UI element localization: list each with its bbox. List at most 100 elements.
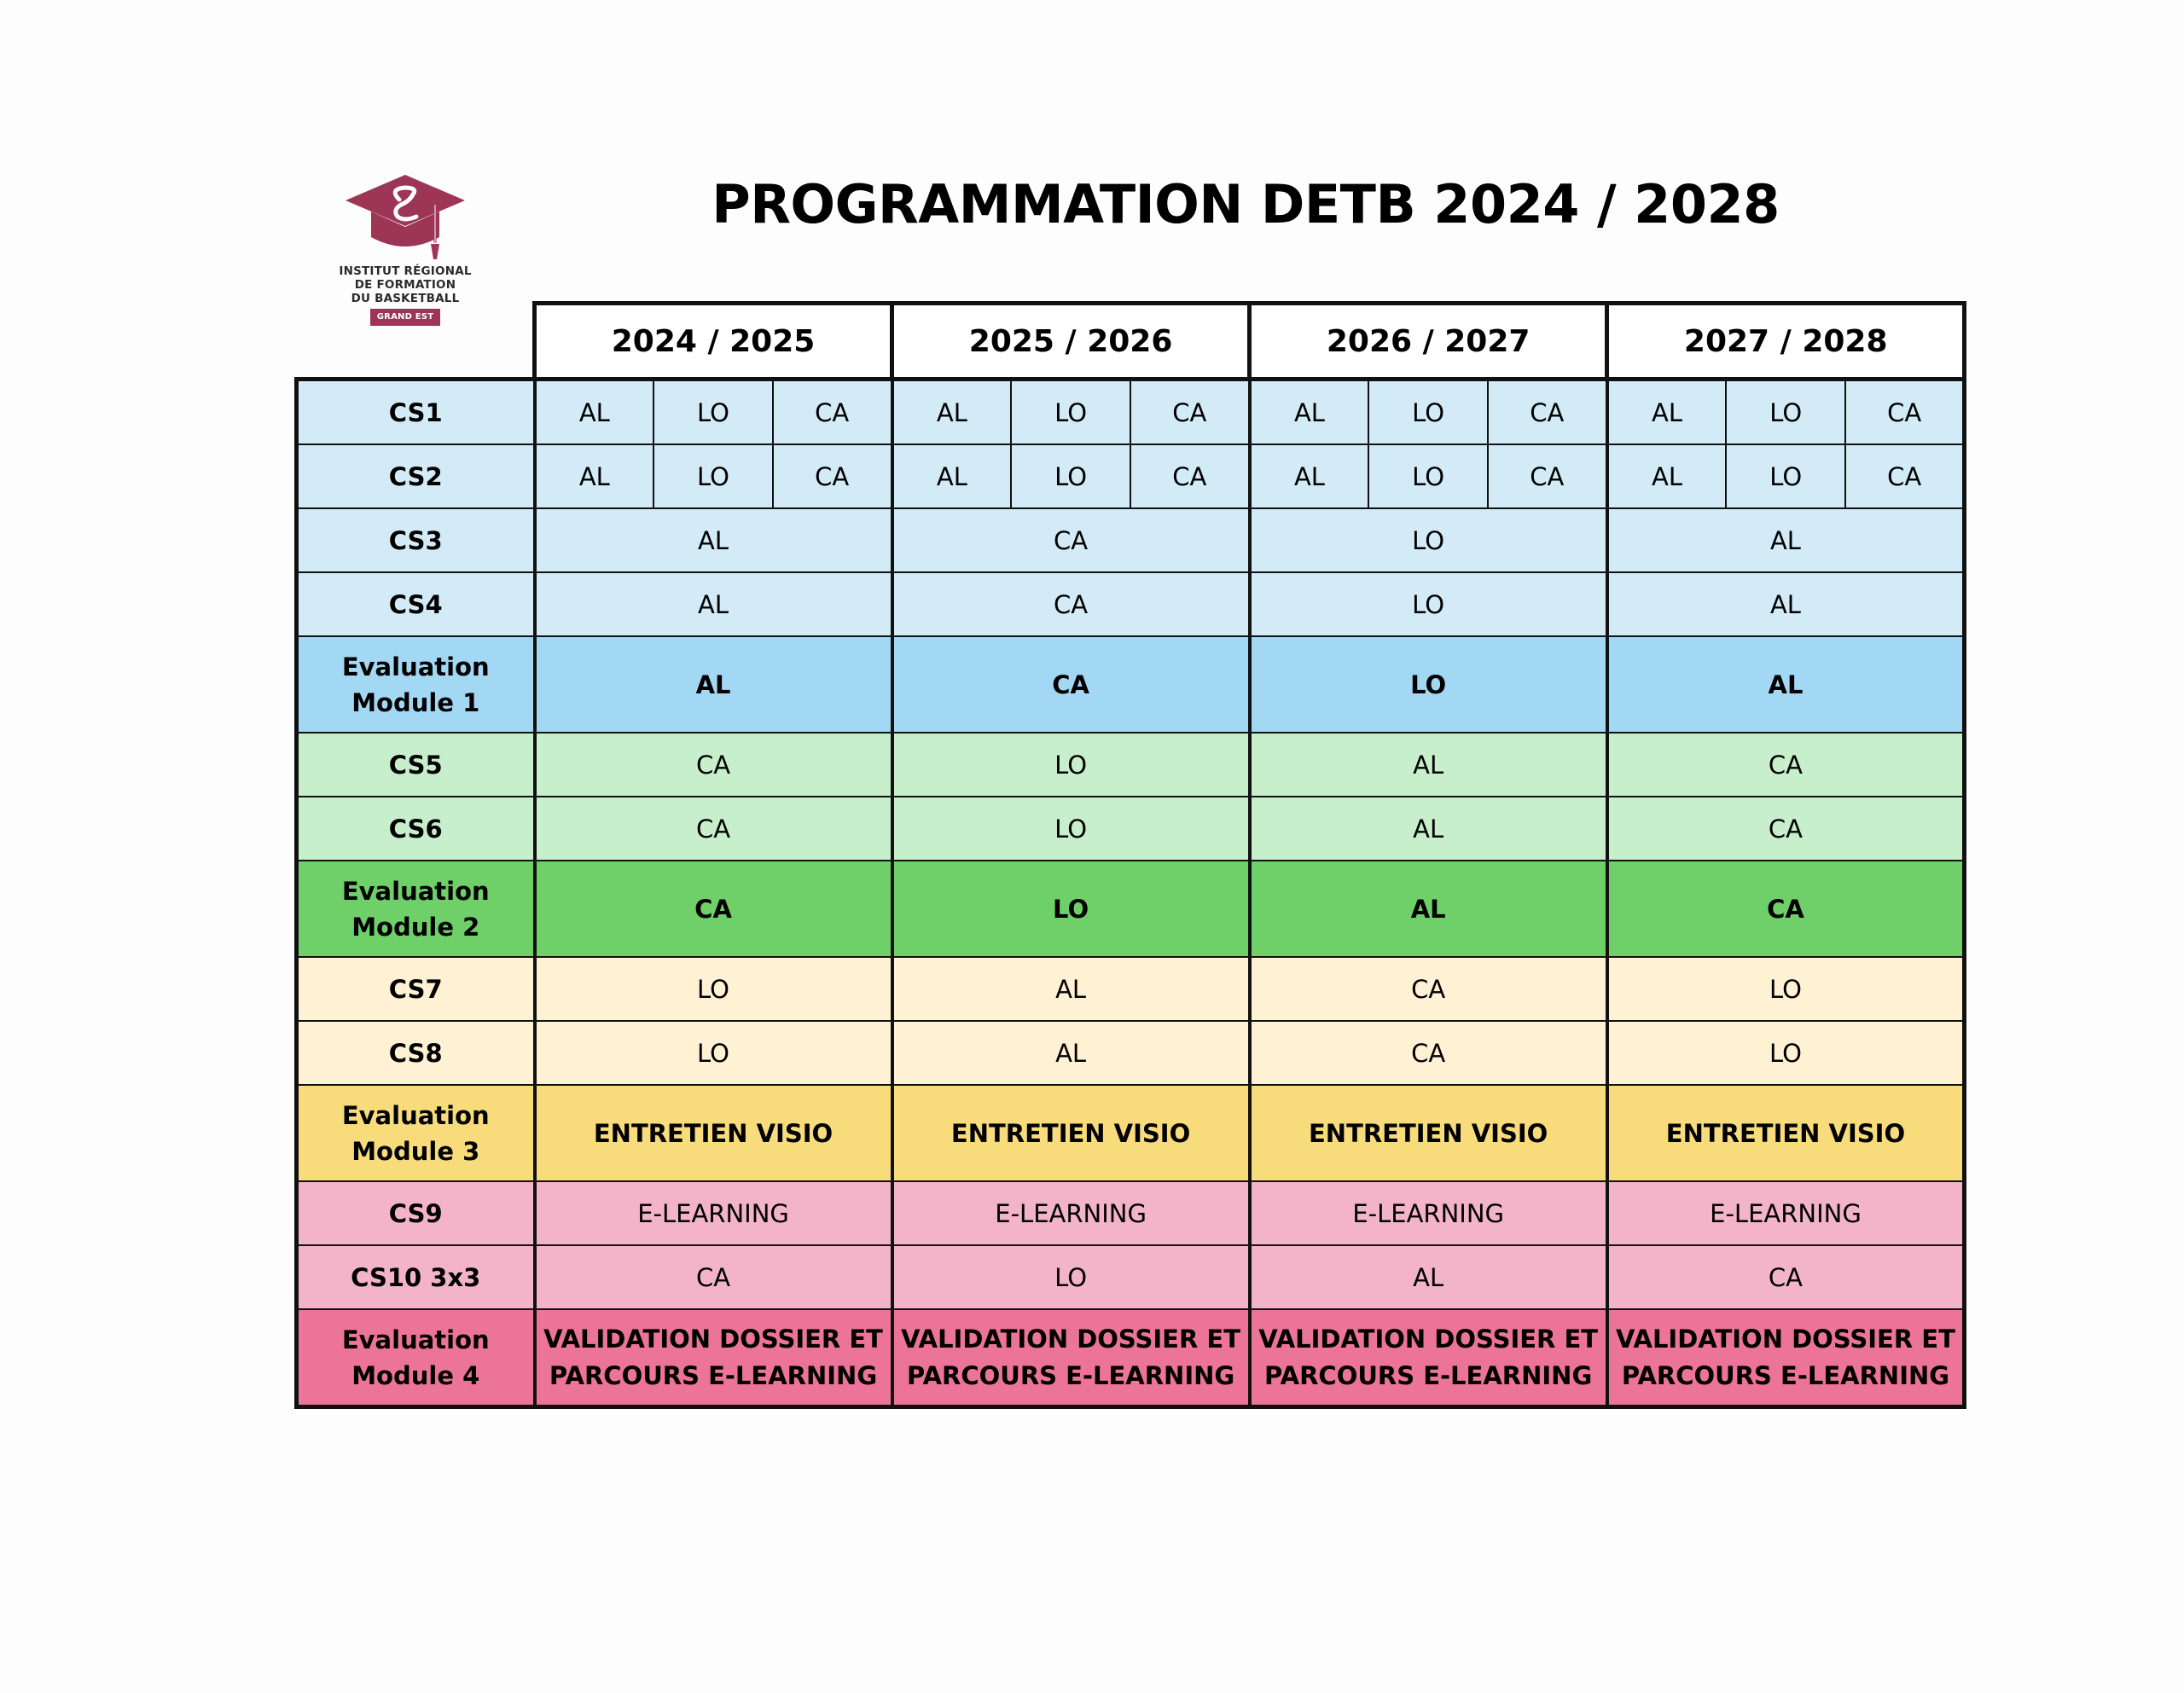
table-cell: CA [1605, 732, 1967, 797]
cell-line: VALIDATION DOSSIER ET [901, 1324, 1241, 1354]
row-label-line: Evaluation [341, 652, 490, 681]
row-label-line: Evaluation [341, 876, 490, 906]
table-row: CS8 LO AL CA LO [294, 1020, 1967, 1086]
table-cell: AL [1247, 796, 1608, 861]
table-cell: AL [890, 377, 1013, 445]
table-row: Evaluation Module 2 CA LO AL CA [294, 860, 1967, 958]
row-label-line: Evaluation [341, 1100, 490, 1130]
table-cell: LO [1605, 1020, 1967, 1086]
table-row: CS9 E-LEARNING E-LEARNING E-LEARNING E-L… [294, 1180, 1967, 1246]
row-label: Evaluation Module 1 [294, 635, 536, 733]
table-cell: AL [1247, 377, 1370, 445]
year-header: 2026 / 2027 [1247, 301, 1610, 381]
table-cell: CA [1844, 444, 1967, 509]
table-cell: LO [1368, 377, 1489, 445]
table-cell: CA [1487, 377, 1608, 445]
table-cell: LO [1010, 444, 1131, 509]
graduation-cap-icon [346, 175, 465, 259]
table-cell: LO [890, 732, 1251, 797]
table-cell: AL [532, 635, 893, 733]
table-cell: LO [1368, 444, 1489, 509]
cell-line: PARCOURS E-LEARNING [1264, 1360, 1593, 1390]
row-label: CS9 [294, 1180, 536, 1246]
table-cell: AL [1605, 571, 1967, 637]
table-cell: AL [890, 444, 1013, 509]
table-cell: CA [532, 796, 893, 861]
table-cell: ENTRETIEN VISIO [532, 1084, 893, 1182]
table-row: CS1 AL LO CA AL LO CA AL LO CA AL LO CA [294, 377, 1967, 445]
table-cell: CA [1247, 956, 1608, 1022]
table-cell: CA [890, 507, 1251, 573]
table-cell: CA [532, 732, 893, 797]
table-row: Evaluation Module 1 AL CA LO AL [294, 635, 1967, 733]
schedule-table: 2024 / 2025 2025 / 2026 2026 / 2027 2027… [294, 301, 1967, 1409]
table-cell: AL [1605, 635, 1967, 733]
table-cell: VALIDATION DOSSIER ET PARCOURS E-LEARNIN… [1247, 1308, 1608, 1409]
table-row: CS7 LO AL CA LO [294, 956, 1967, 1022]
table-cell: E-LEARNING [1605, 1180, 1967, 1246]
table-cell: ENTRETIEN VISIO [1605, 1084, 1967, 1182]
table-cell: LO [1725, 377, 1847, 445]
table-cell: LO [653, 444, 774, 509]
table-cell: E-LEARNING [532, 1180, 893, 1246]
table-cell: AL [1605, 444, 1728, 509]
cell-line: PARCOURS E-LEARNING [906, 1360, 1235, 1390]
table-cell: LO [1010, 377, 1131, 445]
year-header: 2027 / 2028 [1605, 301, 1967, 381]
table-cell: CA [532, 1244, 893, 1310]
table-cell: AL [1247, 444, 1370, 509]
table-cell: CA [771, 444, 893, 509]
table-row: CS3 AL CA LO AL [294, 507, 1967, 573]
row-label: CS6 [294, 796, 536, 861]
table-cell: AL [532, 507, 893, 573]
table-cell: LO [1247, 635, 1608, 733]
table-cell: LO [1605, 956, 1967, 1022]
table-cell: AL [1247, 1244, 1608, 1310]
table-cell: CA [1844, 377, 1967, 445]
cell-line: VALIDATION DOSSIER ET [1616, 1324, 1955, 1354]
row-label-line: Evaluation [341, 1325, 490, 1354]
table-cell: AL [532, 377, 655, 445]
row-label: CS10 3x3 [294, 1244, 536, 1310]
table-cell: CA [1247, 1020, 1608, 1086]
table-cell: CA [532, 860, 893, 958]
table-row: CS5 CA LO AL CA [294, 732, 1967, 797]
row-label: Evaluation Module 3 [294, 1084, 536, 1182]
table-cell: LO [532, 956, 893, 1022]
table-cell: VALIDATION DOSSIER ET PARCOURS E-LEARNIN… [1605, 1308, 1967, 1409]
table-cell: AL [890, 956, 1251, 1022]
table-cell: E-LEARNING [1247, 1180, 1608, 1246]
table-cell: AL [1247, 732, 1608, 797]
row-label: Evaluation Module 4 [294, 1308, 536, 1409]
row-label: CS3 [294, 507, 536, 573]
table-row: Evaluation Module 4 VALIDATION DOSSIER E… [294, 1308, 1967, 1409]
table-cell: VALIDATION DOSSIER ET PARCOURS E-LEARNIN… [890, 1308, 1251, 1409]
table-cell: CA [1605, 1244, 1967, 1310]
table-cell: CA [890, 635, 1251, 733]
table-cell: VALIDATION DOSSIER ET PARCOURS E-LEARNIN… [532, 1308, 893, 1409]
logo-line: INSTITUT RÉGIONAL [339, 264, 472, 278]
header-row: 2024 / 2025 2025 / 2026 2026 / 2027 2027… [297, 301, 1967, 381]
table-cell: AL [1247, 860, 1608, 958]
table-cell: LO [890, 1244, 1251, 1310]
logo-line: DE FORMATION [354, 278, 456, 292]
table-cell: AL [1605, 377, 1728, 445]
table-cell: CA [1605, 860, 1967, 958]
table-cell: LO [1725, 444, 1847, 509]
corner-cell [297, 304, 535, 380]
row-label-line: Module 1 [351, 687, 480, 717]
table-cell: ENTRETIEN VISIO [1247, 1084, 1608, 1182]
row-label: CS7 [294, 956, 536, 1022]
table-cell: ENTRETIEN VISIO [890, 1084, 1251, 1182]
table-cell: CA [1605, 796, 1967, 861]
cell-line: VALIDATION DOSSIER ET [1258, 1324, 1599, 1354]
year-header: 2024 / 2025 [531, 301, 895, 381]
logo-badge: GRAND EST [369, 309, 441, 326]
table-cell: CA [771, 377, 893, 445]
table-cell: CA [1129, 377, 1251, 445]
table-cell: CA [890, 571, 1251, 637]
year-header: 2025 / 2026 [890, 301, 1252, 381]
table-cell: AL [1605, 507, 1967, 573]
cell-line: PARCOURS E-LEARNING [549, 1360, 878, 1390]
row-label-line: Module 4 [351, 1360, 480, 1390]
